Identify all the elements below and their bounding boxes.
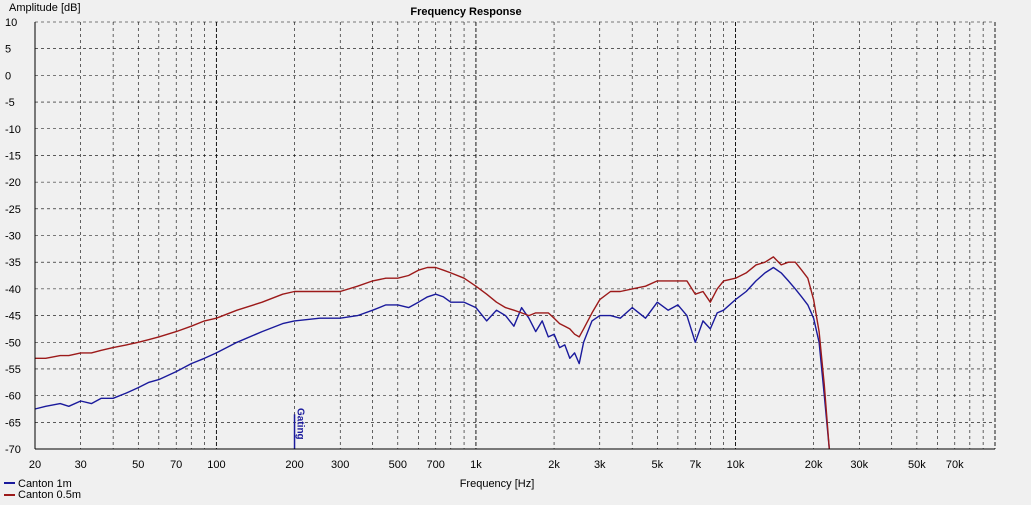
x-tick-label: 50k: [908, 459, 926, 471]
x-tick-label: 200: [285, 459, 303, 471]
x-tick-label: 50: [132, 459, 144, 471]
chart-title: Frequency Response: [410, 6, 521, 18]
x-tick-label: 1k: [470, 459, 482, 471]
y-tick-label: -25: [5, 204, 21, 216]
y-tick-label: -5: [5, 97, 15, 109]
y-tick-label: -20: [5, 177, 21, 189]
y-tick-label: -35: [5, 257, 21, 269]
x-tick-label: 3k: [594, 459, 606, 471]
x-axis-label: Frequency [Hz]: [460, 478, 535, 490]
y-tick-label: 10: [5, 17, 17, 29]
x-tick-label: 20: [29, 459, 41, 471]
y-tick-label: -65: [5, 417, 21, 429]
y-tick-label: -55: [5, 364, 21, 376]
legend-label-canton-1m: Canton 1m: [18, 478, 72, 490]
legend-label-canton-0-5m: Canton 0.5m: [18, 489, 81, 500]
y-tick-label: -15: [5, 150, 21, 162]
x-tick-label: 700: [427, 459, 445, 471]
y-tick-label: -10: [5, 124, 21, 136]
series-line-canton-1m: [34, 266, 830, 450]
x-tick-label: 20k: [805, 459, 823, 471]
gating-marker-label: Gating: [295, 408, 306, 440]
y-tick-label: 5: [5, 44, 11, 56]
x-tick-label: 30k: [850, 459, 868, 471]
x-tick-label: 500: [389, 459, 407, 471]
x-tick-label: 70k: [946, 459, 964, 471]
y-axis-label: Amplitude [dB]: [9, 2, 81, 14]
y-tick-label: -45: [5, 311, 21, 323]
x-tick-label: 7k: [689, 459, 701, 471]
x-tick-label: 70: [170, 459, 182, 471]
series-line-canton-0-5m: [35, 256, 830, 450]
y-tick-label: 0: [5, 70, 11, 82]
x-tick-label: 2k: [548, 459, 560, 471]
x-tick-label: 10k: [727, 459, 745, 471]
y-tick-label: -50: [5, 337, 21, 349]
y-tick-label: -60: [5, 391, 21, 403]
x-tick-label: 300: [331, 459, 349, 471]
x-tick-label: 30: [75, 459, 87, 471]
legend: Canton 1m Canton 0.5m: [4, 478, 81, 501]
y-tick-label: -40: [5, 284, 21, 296]
x-tick-label: 100: [207, 459, 225, 471]
y-tick-label: -70: [5, 444, 21, 456]
x-tick-label: 5k: [652, 459, 664, 471]
y-tick-label: -30: [5, 231, 21, 243]
